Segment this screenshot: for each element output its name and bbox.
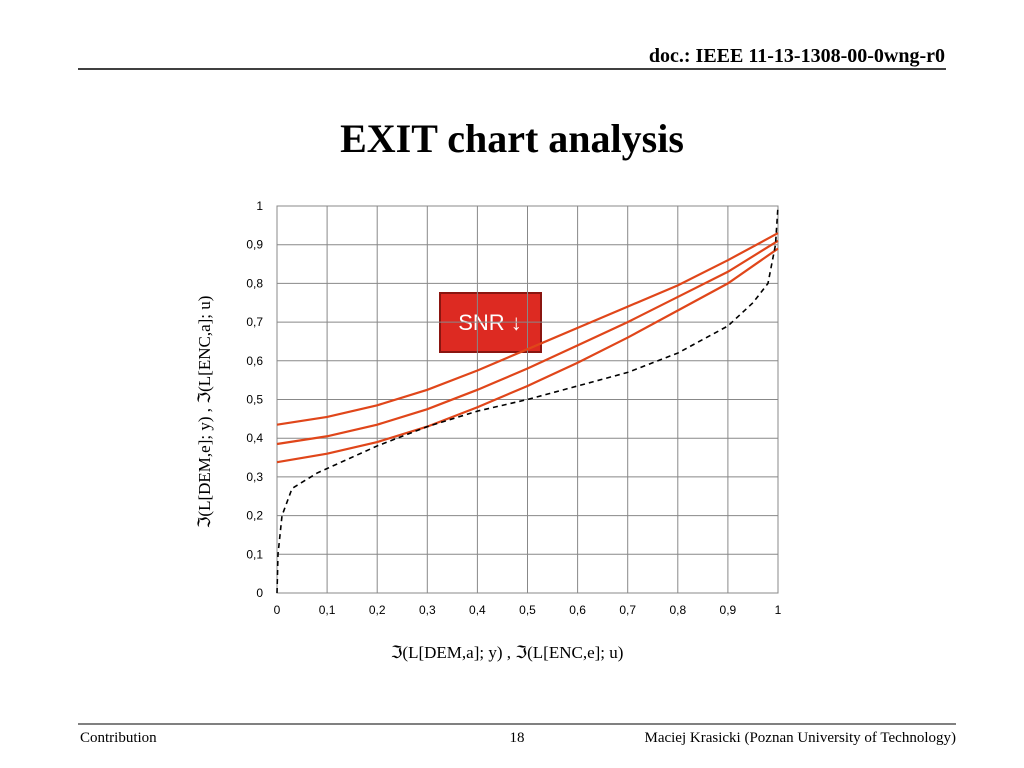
x-tick-label: 0 bbox=[274, 603, 281, 617]
page-number: 18 bbox=[510, 730, 525, 746]
y-tick-label: 0,1 bbox=[246, 547, 263, 561]
doc-header: doc.: IEEE 11-13-1308-00-0wng-r0 bbox=[649, 45, 945, 67]
x-tick-label: 1 bbox=[775, 603, 782, 617]
slide-title: EXIT chart analysis bbox=[340, 116, 684, 161]
y-tick-label: 0,4 bbox=[246, 431, 263, 445]
footer-left: Contribution bbox=[80, 730, 157, 746]
y-tick-label: 0,5 bbox=[246, 393, 263, 407]
series-line bbox=[276, 232, 779, 426]
x-tick-label: 0,3 bbox=[419, 603, 436, 617]
x-tick-label: 0,9 bbox=[720, 603, 737, 617]
x-tick-label: 0,6 bbox=[569, 603, 586, 617]
y-axis-label: ℑ(L[DEM,e]; y) , ℑ(L[ENC,a]; u) bbox=[195, 296, 214, 529]
x-tick-label: 0,7 bbox=[619, 603, 636, 617]
x-tick-label: 0,5 bbox=[519, 603, 536, 617]
x-tick-label: 0,2 bbox=[369, 603, 386, 617]
series-line bbox=[276, 247, 779, 464]
plot: 0 0,1 0,2 0,3 0,4 0,5 0,6 0,7 0,8 0,9 1 0 0,1 0,2 0,3 0… bbox=[246, 199, 781, 617]
y-tick-label: 0,9 bbox=[246, 238, 263, 252]
footer-right: Maciej Krasicki (Poznan University of Te… bbox=[644, 730, 956, 746]
series-line bbox=[276, 205, 779, 594]
y-tick-label: 1 bbox=[256, 199, 263, 213]
y-tick-label: 0,8 bbox=[246, 276, 263, 290]
plot-frame bbox=[276, 205, 779, 594]
x-tick-label: 0,4 bbox=[469, 603, 486, 617]
y-tick-label: 0 bbox=[256, 586, 263, 600]
x-tick-label: 0,8 bbox=[669, 603, 686, 617]
x-tick-label: 0,1 bbox=[319, 603, 336, 617]
y-tick-label: 0,7 bbox=[246, 315, 263, 329]
y-tick-label: 0,2 bbox=[246, 509, 263, 523]
series-line bbox=[276, 239, 779, 446]
y-tick-label: 0,3 bbox=[246, 470, 263, 484]
y-tick-label: 0,6 bbox=[246, 354, 263, 368]
x-axis-label: ℑ(L[DEM,a]; y) , ℑ(L[ENC,e]; u) bbox=[391, 643, 624, 662]
